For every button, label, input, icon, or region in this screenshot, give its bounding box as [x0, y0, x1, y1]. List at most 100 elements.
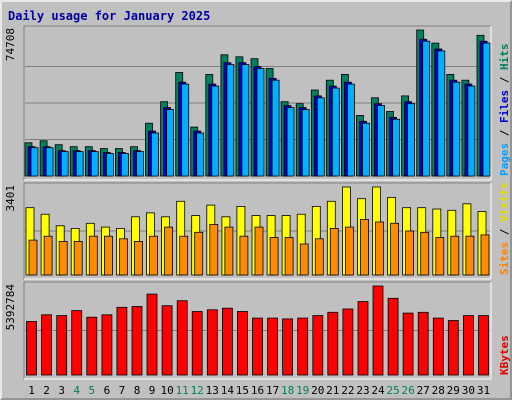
- legend-label-0: Sites: [498, 242, 510, 275]
- y-max-label: 74708: [4, 28, 17, 61]
- bar-sites-day-12: [194, 231, 204, 276]
- bar-sites-day-17: [269, 237, 279, 276]
- bar-pages-day-8: [136, 151, 144, 177]
- x-tick-label-day-1: 1: [28, 384, 35, 397]
- x-tick-label-day-26: 26: [401, 384, 414, 397]
- x-tick-label-day-8: 8: [134, 384, 141, 397]
- x-tick-label-day-27: 27: [417, 384, 430, 397]
- bar-sites-day-1: [28, 239, 38, 276]
- bar-sites-day-27: [420, 231, 430, 276]
- legend-label-1: /: [498, 123, 510, 143]
- bar-sites-day-2: [43, 235, 53, 276]
- bar-kbytes-day-18: [282, 318, 294, 376]
- bar-kbytes-day-10: [161, 305, 173, 376]
- bar-kbytes-day-4: [71, 310, 83, 376]
- bar-pages-day-24: [377, 105, 385, 177]
- x-tick-label-day-9: 9: [149, 384, 156, 397]
- y-max-label: 5392784: [4, 284, 17, 331]
- bar-pages-day-27: [422, 40, 431, 177]
- x-tick-label-day-16: 16: [251, 384, 264, 397]
- bar-pages-day-21: [331, 87, 340, 177]
- bar-sites-day-11: [179, 235, 189, 276]
- bar-pages-day-28: [437, 50, 446, 177]
- panel-1: 74708 Pages / Files / Hits: [4, 25, 510, 181]
- bar-sites-day-30: [465, 235, 475, 276]
- x-tick-label-day-15: 15: [236, 384, 249, 397]
- x-axis-labels: 1 2 3 4 5 6 7 8 9 10 11 12 13 14 15 16 17 18 19 20 21 22 23 24 2…: [28, 384, 490, 397]
- bar-kbytes-day-17: [267, 317, 279, 376]
- bar-sites-day-8: [134, 240, 143, 276]
- x-tick-label-day-31: 31: [477, 384, 490, 397]
- x-tick-label-day-4: 4: [73, 384, 80, 397]
- bar-kbytes-day-7: [116, 306, 128, 376]
- bar-pages-day-10: [166, 109, 175, 177]
- bar-sites-day-14: [224, 226, 234, 276]
- x-tick-label-day-24: 24: [371, 384, 385, 397]
- bar-sites-day-23: [360, 218, 369, 276]
- bar-kbytes-day-23: [357, 301, 369, 376]
- bar-sites-day-10: [164, 226, 174, 276]
- bar-sites-day-13: [209, 224, 219, 276]
- x-tick-label-day-12: 12: [191, 384, 204, 397]
- x-tick-label-day-2: 2: [43, 384, 50, 397]
- x-tick-label-day-22: 22: [341, 384, 354, 397]
- bar-sites-day-19: [299, 243, 309, 276]
- bar-sites-day-29: [450, 235, 460, 276]
- bar-kbytes-day-22: [342, 308, 354, 376]
- legend-label-1: /: [498, 222, 510, 242]
- legend-label-2: Visits: [498, 182, 510, 222]
- series-legend: KBytes: [498, 335, 510, 375]
- bar-pages-day-2: [45, 147, 54, 177]
- chart-title: Daily usage for January 2025: [8, 9, 210, 23]
- bar-sites-day-3: [58, 240, 68, 276]
- bar-kbytes-day-2: [41, 314, 52, 376]
- x-tick-label-day-7: 7: [119, 384, 126, 397]
- bar-pages-day-30: [467, 85, 476, 177]
- bar-kbytes-day-29: [447, 320, 459, 376]
- y-max-label: 3401: [4, 185, 17, 212]
- bar-pages-day-7: [121, 153, 129, 177]
- bar-kbytes-day-27: [417, 311, 429, 376]
- bar-pages-day-11: [181, 83, 190, 177]
- bar-pages-day-15: [241, 64, 250, 177]
- bar-sites-day-6: [104, 235, 113, 276]
- bar-sites-day-21: [329, 227, 339, 276]
- x-tick-label-day-19: 19: [296, 384, 309, 397]
- x-tick-label-day-20: 20: [311, 384, 324, 397]
- x-tick-label-day-18: 18: [281, 384, 294, 397]
- bar-pages-day-16: [256, 68, 265, 177]
- bar-kbytes-day-12: [191, 311, 203, 376]
- panel-3: 5392784 KBytes: [4, 281, 510, 380]
- x-tick-label-day-10: 10: [160, 384, 173, 397]
- legend-label-2: Files: [498, 90, 510, 123]
- series-legend: Sites / Visits: [498, 182, 510, 275]
- chart-panels: 74708 Pages / Files / Hits 3401 Sites / Vis…: [4, 25, 510, 397]
- bar-kbytes-day-26: [402, 312, 414, 376]
- bar-kbytes-day-14: [221, 307, 233, 376]
- bar-pages-day-20: [316, 97, 325, 177]
- series-legend: Pages / Files / Hits: [498, 44, 510, 177]
- bar-pages-day-19: [301, 109, 310, 177]
- bar-kbytes-day-31: [478, 315, 489, 376]
- bar-kbytes-day-28: [432, 317, 444, 376]
- bar-kbytes-day-5: [86, 316, 98, 376]
- bar-pages-day-1: [30, 147, 39, 177]
- bar-sites-day-22: [344, 226, 354, 276]
- bar-sites-day-7: [119, 238, 128, 276]
- bar-kbytes-day-1: [26, 320, 37, 376]
- bar-sites-day-5: [88, 235, 98, 276]
- bar-kbytes-day-16: [252, 317, 263, 376]
- bar-kbytes-day-11: [176, 300, 188, 376]
- x-tick-label-day-30: 30: [462, 384, 475, 397]
- bar-kbytes-day-15: [236, 311, 248, 376]
- x-tick-label-day-29: 29: [447, 384, 460, 397]
- legend-label-3: /: [498, 70, 510, 90]
- bar-pages-day-3: [60, 151, 69, 177]
- bar-pages-day-5: [90, 151, 99, 177]
- bar-pages-day-26: [407, 103, 416, 177]
- x-tick-label-day-28: 28: [432, 384, 445, 397]
- bar-sites-day-26: [405, 230, 415, 276]
- x-tick-label-day-23: 23: [356, 384, 369, 397]
- bar-pages-day-22: [346, 83, 355, 177]
